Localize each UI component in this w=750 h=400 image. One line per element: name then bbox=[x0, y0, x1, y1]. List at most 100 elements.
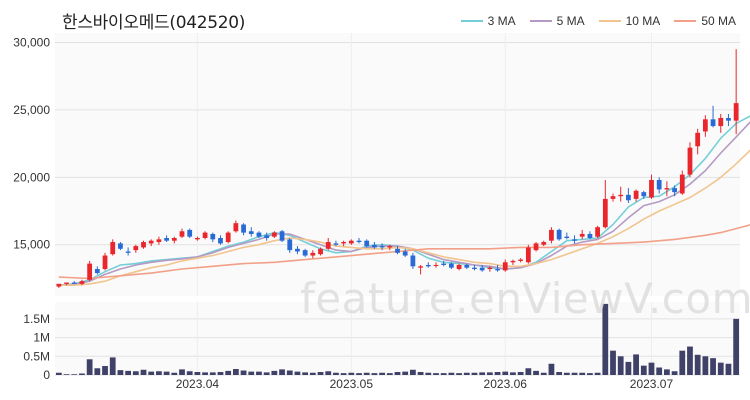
candle bbox=[564, 232, 570, 240]
candle bbox=[702, 115, 708, 137]
candle-body bbox=[441, 263, 447, 265]
candle-body bbox=[495, 269, 500, 271]
candle bbox=[156, 236, 162, 245]
candle bbox=[241, 223, 246, 236]
moving-averages bbox=[58, 115, 750, 287]
candle-body bbox=[148, 240, 154, 244]
candle-body bbox=[125, 251, 131, 253]
legend-label: 50 MA bbox=[701, 14, 736, 28]
volume-bar bbox=[363, 372, 370, 375]
candle bbox=[225, 231, 231, 244]
candle bbox=[110, 239, 116, 256]
candle-body bbox=[448, 263, 454, 268]
volume-bar bbox=[687, 346, 693, 375]
candle bbox=[672, 185, 677, 197]
volume-bar bbox=[140, 369, 147, 375]
legend-item: 5 MA bbox=[529, 14, 585, 28]
candle bbox=[387, 244, 393, 251]
candle bbox=[525, 244, 531, 264]
candle bbox=[141, 240, 146, 249]
candle-body bbox=[164, 238, 169, 241]
candle-body bbox=[356, 240, 362, 243]
volume-bar bbox=[656, 367, 663, 375]
candle bbox=[79, 279, 85, 286]
legend: 3 MA 5 MA 10 MA 50 MA bbox=[460, 14, 736, 28]
candle-body bbox=[171, 238, 177, 241]
candle-body bbox=[295, 248, 300, 252]
candle-body bbox=[425, 264, 431, 267]
candle bbox=[271, 231, 277, 239]
candle bbox=[618, 186, 624, 202]
volume-bar bbox=[710, 358, 716, 375]
volume-bar bbox=[348, 372, 355, 375]
volume-bar bbox=[725, 363, 732, 375]
volume-bar bbox=[679, 350, 686, 375]
candle-body bbox=[287, 239, 293, 251]
volume-bar bbox=[79, 373, 85, 375]
candle-body bbox=[695, 132, 701, 147]
candle-body bbox=[656, 180, 662, 190]
volume-bar bbox=[648, 362, 655, 375]
candle-body bbox=[664, 188, 670, 190]
candle-body bbox=[687, 147, 693, 175]
volume-bar bbox=[448, 372, 455, 375]
volume-bar bbox=[333, 372, 339, 375]
volume-bar bbox=[340, 373, 347, 375]
candle bbox=[348, 239, 354, 245]
volume-bar bbox=[125, 370, 132, 375]
candle bbox=[325, 238, 331, 251]
candle-body bbox=[79, 281, 85, 284]
candle bbox=[372, 242, 377, 249]
candle-body bbox=[602, 198, 608, 228]
volume-bar bbox=[109, 357, 116, 375]
volume-bar bbox=[556, 372, 563, 375]
candle-body bbox=[56, 283, 62, 287]
volume-bar bbox=[579, 372, 586, 375]
volume-bar bbox=[463, 372, 470, 375]
candle-body bbox=[279, 231, 285, 241]
volume-bar bbox=[533, 370, 539, 375]
candle bbox=[610, 193, 616, 202]
candle-body bbox=[102, 255, 108, 270]
candle-body bbox=[71, 282, 77, 284]
y-tick-label: 25,000 bbox=[13, 103, 50, 117]
candle bbox=[733, 49, 739, 135]
candle-body bbox=[372, 244, 377, 248]
candle bbox=[279, 229, 285, 243]
candle bbox=[656, 177, 662, 194]
candle-body bbox=[341, 242, 347, 244]
legend-swatch bbox=[598, 20, 621, 22]
candle bbox=[87, 260, 93, 282]
candle bbox=[649, 174, 654, 199]
candle-body bbox=[133, 246, 139, 251]
legend-label: 5 MA bbox=[556, 14, 585, 28]
candle bbox=[295, 246, 300, 255]
candle-body bbox=[433, 264, 439, 266]
y-tick-label: 20,000 bbox=[13, 170, 50, 184]
volume-bar bbox=[240, 370, 247, 375]
candle-body bbox=[202, 232, 208, 239]
candle-body bbox=[587, 233, 593, 239]
candle bbox=[287, 238, 293, 253]
candles bbox=[56, 49, 739, 288]
volume-bar bbox=[486, 372, 493, 375]
candle bbox=[479, 264, 485, 272]
volume-bar bbox=[209, 372, 216, 375]
candle bbox=[549, 227, 554, 244]
volume-bar bbox=[602, 303, 609, 375]
volume-bar bbox=[510, 372, 516, 375]
candle-body bbox=[264, 235, 270, 239]
axes: 30,000 25,000 20,000 15,000 1.5M 1M 0.5M 0 2023.… bbox=[13, 35, 673, 391]
price-panel bbox=[55, 33, 740, 296]
candle bbox=[248, 227, 254, 237]
volume-tick-label: 1M bbox=[33, 331, 50, 345]
candle-body bbox=[302, 250, 308, 256]
candle-body bbox=[610, 196, 616, 199]
candle bbox=[64, 282, 69, 286]
candle bbox=[710, 105, 716, 128]
candle bbox=[118, 242, 123, 251]
candle bbox=[356, 238, 362, 244]
candle-body bbox=[379, 246, 385, 248]
candle bbox=[472, 264, 477, 271]
